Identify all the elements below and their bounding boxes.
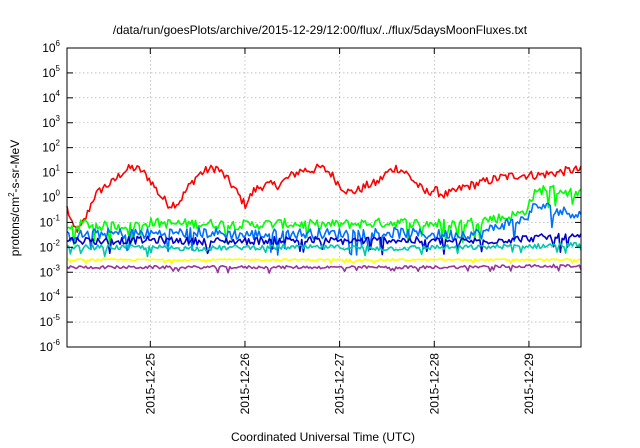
y-tick-label-base: 10 xyxy=(42,41,56,55)
x-axis-label: Coordinated Universal Time (UTC) xyxy=(231,430,415,444)
y-tick-label-exponent: -4 xyxy=(53,288,61,297)
y-axis-label-superscript: 2 xyxy=(7,192,16,197)
y-tick-label-base: 10 xyxy=(42,141,56,155)
y-tick-label-exponent: 6 xyxy=(56,39,61,48)
y-tick-label: 100 xyxy=(42,189,60,205)
y-tick-label-exponent: 1 xyxy=(56,164,61,173)
series-line xyxy=(66,263,582,274)
y-tick-label-exponent: -3 xyxy=(53,263,61,272)
y-axis-label-main: protons/cm xyxy=(8,197,22,256)
series-line xyxy=(66,202,582,256)
y-tick-label: 103 xyxy=(42,114,60,130)
x-tick-label: 2015-12-26 xyxy=(238,353,252,415)
y-tick-label-base: 10 xyxy=(42,116,56,130)
y-axis-label-tail: -s-sr-MeV xyxy=(8,140,22,193)
y-tick-label: 10-3 xyxy=(40,263,61,279)
x-tick-labels: 2015-12-25 2015-12-26 2015-12-27 2015-12-28… xyxy=(143,353,536,415)
y-axis-label: protons/cm2-s-sr-MeV xyxy=(7,140,22,256)
y-tick-label-exponent: 2 xyxy=(56,139,61,148)
y-tick-label: 10-5 xyxy=(40,313,61,329)
series-line xyxy=(66,258,582,265)
y-tick-label-base: 10 xyxy=(42,66,56,80)
x-tick-label: 2015-12-28 xyxy=(427,353,441,415)
y-tick-label: 105 xyxy=(42,64,60,80)
y-tick-label: 106 xyxy=(42,39,60,55)
y-tick-label: 10-2 xyxy=(40,238,61,254)
y-tick-label-exponent: -5 xyxy=(53,313,61,322)
chart-title: /data/run/goesPlots/archive/2015-12-29/1… xyxy=(113,23,528,37)
y-tick-label: 102 xyxy=(42,139,60,155)
y-tick-label-exponent: -6 xyxy=(53,338,61,347)
axis-ticks xyxy=(67,47,581,348)
series-line xyxy=(66,232,582,256)
y-tick-label: 101 xyxy=(42,164,60,180)
y-tick-label-exponent: 5 xyxy=(56,64,61,73)
y-tick-label: 10-4 xyxy=(40,288,61,304)
y-tick-label: 10-6 xyxy=(40,338,61,354)
y-tick-label-base: 10 xyxy=(40,290,54,304)
y-tick-label-base: 10 xyxy=(40,215,54,229)
y-tick-label: 10-1 xyxy=(40,213,61,229)
series-line xyxy=(66,184,582,246)
y-tick-label-exponent: -1 xyxy=(53,213,61,222)
y-tick-label-base: 10 xyxy=(40,240,54,254)
x-tick-label: 2015-12-29 xyxy=(522,353,536,415)
y-tick-labels: 10-610-510-410-310-210-11001011021031041… xyxy=(40,39,61,354)
y-tick-label-base: 10 xyxy=(40,265,54,279)
y-tick-label-base: 10 xyxy=(42,166,56,180)
y-tick-label-exponent: 0 xyxy=(56,189,61,198)
y-tick-label: 104 xyxy=(42,89,60,105)
series-line xyxy=(67,241,582,258)
grid-lines xyxy=(67,48,581,347)
series-line xyxy=(66,163,582,233)
y-tick-label-base: 10 xyxy=(40,340,54,354)
y-tick-label-base: 10 xyxy=(40,315,54,329)
y-tick-label-base: 10 xyxy=(42,191,56,205)
y-tick-label-exponent: 3 xyxy=(56,114,61,123)
y-tick-label-exponent: 4 xyxy=(56,89,61,98)
y-tick-label-exponent: -2 xyxy=(53,238,61,247)
x-tick-label: 2015-12-27 xyxy=(333,353,347,415)
y-tick-label-base: 10 xyxy=(42,91,56,105)
x-tick-label: 2015-12-25 xyxy=(143,353,157,415)
plot-series xyxy=(66,163,582,274)
